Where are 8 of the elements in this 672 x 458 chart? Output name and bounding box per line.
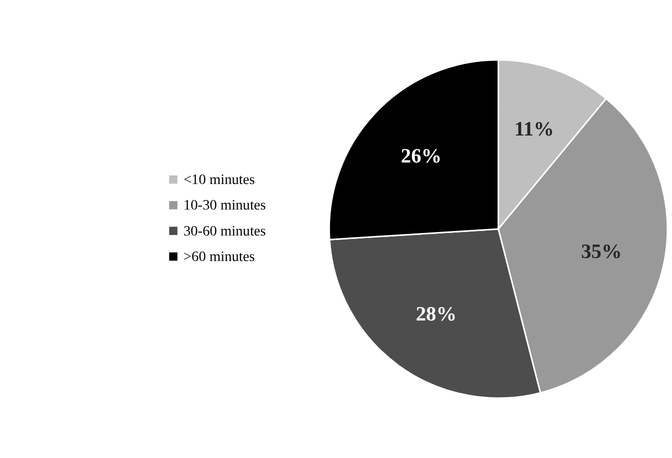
data-label: 26% (400, 146, 442, 168)
legend-label: >60 minutes (183, 249, 256, 266)
data-label: 35% (581, 241, 622, 264)
legend-label: <10 minutes (183, 172, 256, 188)
legend-label: 30-60 minutes (183, 223, 266, 240)
data-label: 11% (514, 118, 554, 141)
data-label: 28% (416, 304, 457, 326)
legend-label: 10-30 minutes (183, 198, 266, 214)
